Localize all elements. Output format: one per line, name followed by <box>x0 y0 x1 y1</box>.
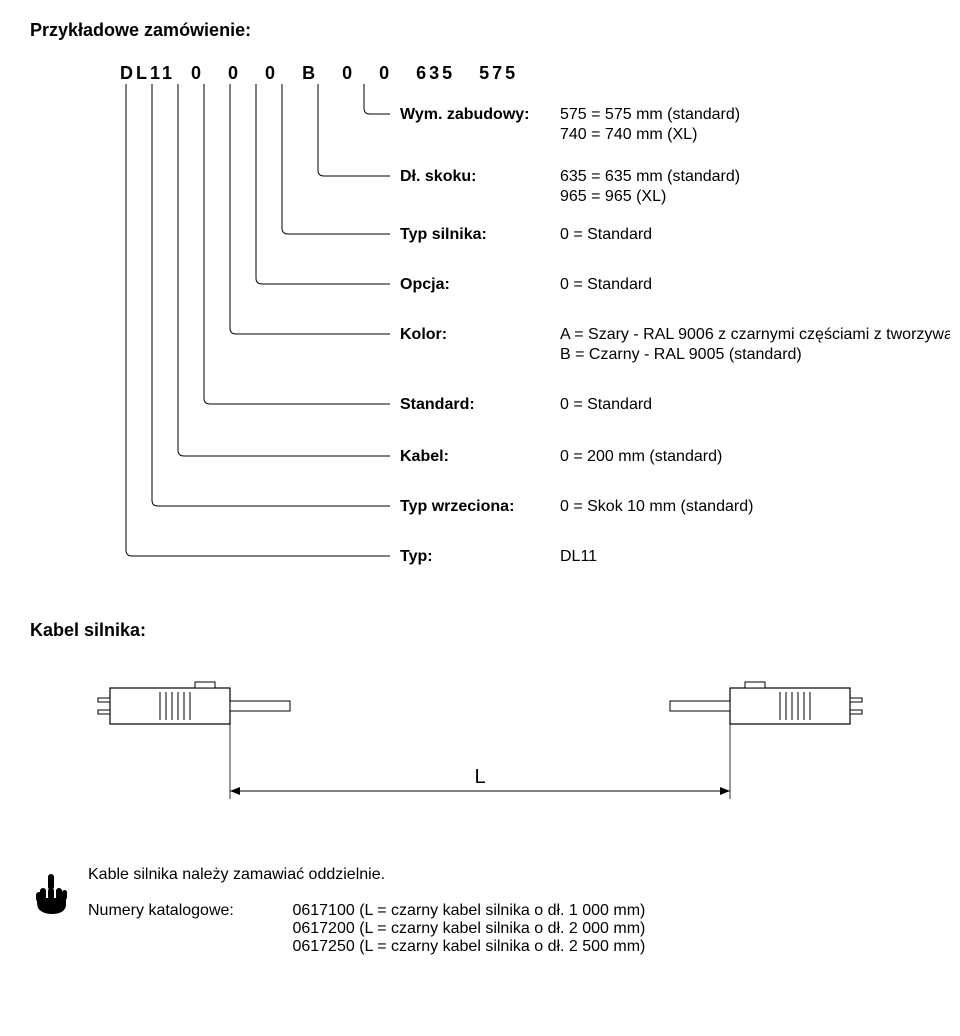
svg-text:Standard:: Standard: <box>400 396 475 413</box>
svg-text:Kabel:: Kabel: <box>400 448 449 465</box>
page-title: Przykładowe zamówienie: <box>30 20 930 41</box>
svg-text:A = Szary - RAL 9006 z czarnym: A = Szary - RAL 9006 z czarnymi częściam… <box>560 326 950 343</box>
catalog-label: Numery katalogowe: <box>88 902 288 920</box>
svg-text:Wym. zabudowy:: Wym. zabudowy: <box>400 106 530 123</box>
svg-text:965 = 965 (XL): 965 = 965 (XL) <box>560 188 666 205</box>
svg-text:0 = Standard: 0 = Standard <box>560 226 652 243</box>
svg-text:635 = 635 mm (standard): 635 = 635 mm (standard) <box>560 168 740 185</box>
svg-text:Dł. skoku:: Dł. skoku: <box>400 168 476 185</box>
order-code: DL11 0 0 0 B 0 0 635 575 <box>120 63 930 84</box>
svg-text:DL11: DL11 <box>560 548 597 565</box>
svg-text:Typ wrzeciona:: Typ wrzeciona: <box>400 498 514 515</box>
cable-section-title: Kabel silnika: <box>30 620 930 641</box>
note-row: Kable silnika należy zamawiać oddzielnie… <box>30 866 930 956</box>
catalog-value: 0617100 (L = czarny kabel silnika o dł. … <box>292 902 645 920</box>
svg-text:Kolor:: Kolor: <box>400 326 447 343</box>
svg-text:0 = Standard: 0 = Standard <box>560 276 652 293</box>
catalog-value: 0617200 (L = czarny kabel silnika o dł. … <box>292 920 645 938</box>
svg-text:Typ silnika:: Typ silnika: <box>400 226 487 243</box>
cable-figure: L <box>30 671 930 846</box>
svg-text:Opcja:: Opcja: <box>400 276 450 293</box>
svg-text:L: L <box>474 766 485 788</box>
tree-diagram: Wym. zabudowy: 575 = 575 mm (standard) 740… <box>30 84 930 594</box>
svg-text:0 = Standard: 0 = Standard <box>560 396 652 413</box>
catalog-value: 0617250 (L = czarny kabel silnika o dł. … <box>292 938 645 956</box>
svg-text:575 = 575 mm (standard): 575 = 575 mm (standard) <box>560 106 740 123</box>
svg-text:0 = Skok 10 mm (standard): 0 = Skok 10 mm (standard) <box>560 498 753 515</box>
svg-text:0 = 200 mm (standard): 0 = 200 mm (standard) <box>560 448 722 465</box>
note-line: Kable silnika należy zamawiać oddzielnie… <box>88 866 645 884</box>
catalog-block: Numery katalogowe: 0617100 (L = czarny k… <box>88 902 645 956</box>
svg-text:B = Czarny - RAL 9005 (standar: B = Czarny - RAL 9005 (standard) <box>560 346 802 363</box>
hand-pointing-icon <box>30 872 74 921</box>
svg-text:740 = 740 mm (XL): 740 = 740 mm (XL) <box>560 126 697 143</box>
svg-text:Typ:: Typ: <box>400 548 433 565</box>
